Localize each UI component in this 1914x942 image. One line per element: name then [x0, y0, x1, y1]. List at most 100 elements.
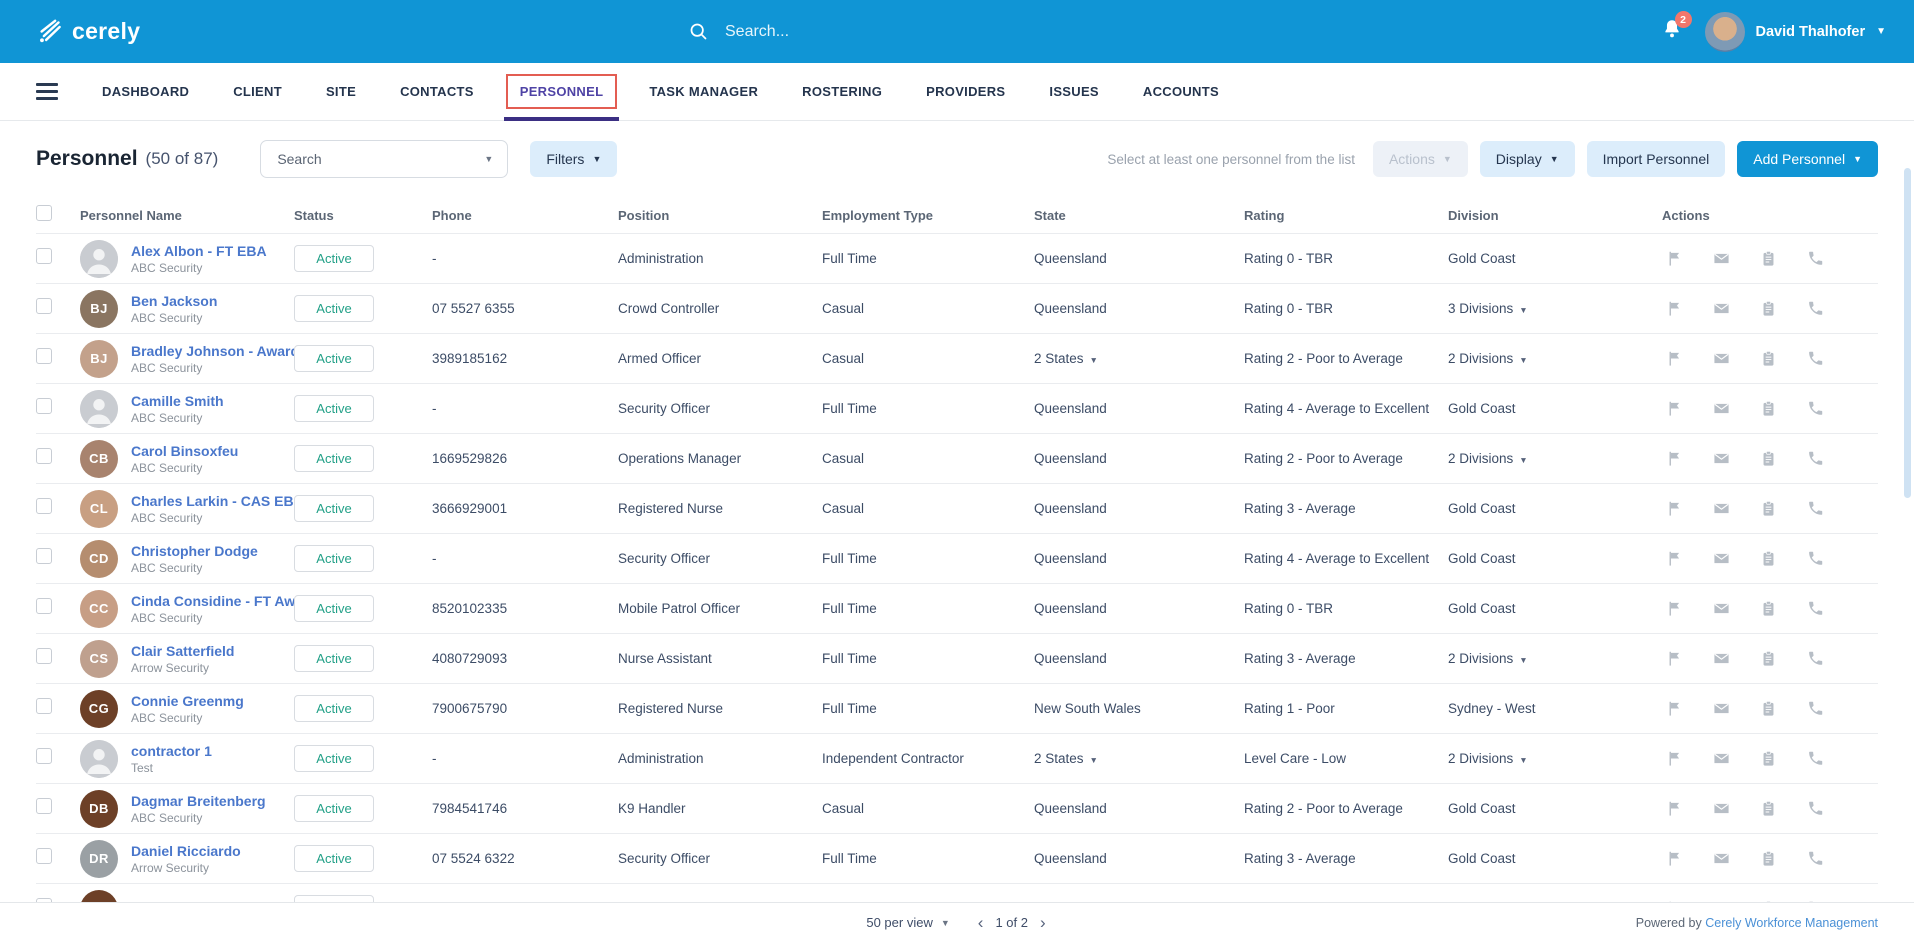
- flag-icon[interactable]: [1666, 300, 1683, 317]
- phone-icon[interactable]: [1807, 400, 1824, 417]
- chevron-down-icon[interactable]: ▼: [1519, 455, 1528, 465]
- actions-button[interactable]: Actions ▼: [1372, 141, 1468, 177]
- nav-item-site[interactable]: SITE: [325, 84, 357, 99]
- nav-item-client[interactable]: CLIENT: [233, 84, 282, 99]
- nav-item-task-manager[interactable]: TASK MANAGER: [649, 84, 759, 99]
- chevron-down-icon[interactable]: ▼: [1519, 655, 1528, 665]
- phone-icon[interactable]: [1807, 450, 1824, 467]
- row-checkbox[interactable]: [36, 598, 52, 614]
- nav-item-accounts[interactable]: ACCOUNTS: [1142, 84, 1219, 99]
- phone-icon[interactable]: [1807, 350, 1824, 367]
- mail-icon[interactable]: [1713, 250, 1730, 267]
- row-checkbox[interactable]: [36, 748, 52, 764]
- mail-icon[interactable]: [1713, 350, 1730, 367]
- filters-button[interactable]: Filters ▼: [530, 141, 618, 177]
- row-checkbox[interactable]: [36, 548, 52, 564]
- flag-icon[interactable]: [1666, 250, 1683, 267]
- personnel-name-link[interactable]: Christopher Dodge: [131, 542, 258, 559]
- global-search-input[interactable]: [725, 22, 1065, 41]
- personnel-name-link[interactable]: Connie Greenmg: [131, 692, 244, 709]
- phone-icon[interactable]: [1807, 300, 1824, 317]
- mail-icon[interactable]: [1713, 500, 1730, 517]
- row-checkbox[interactable]: [36, 248, 52, 264]
- add-personnel-button[interactable]: Add Personnel ▼: [1737, 141, 1878, 177]
- vertical-scrollbar[interactable]: [1904, 168, 1911, 498]
- phone-icon[interactable]: [1807, 750, 1824, 767]
- next-page-button[interactable]: ›: [1039, 913, 1046, 932]
- user-menu[interactable]: David Thalhofer ▼: [1704, 11, 1886, 52]
- table-row[interactable]: DR Daniel Ricciardo Arrow Security Activ…: [36, 833, 1878, 883]
- personnel-name-link[interactable]: Cinda Considine - FT Award: [131, 592, 317, 609]
- mail-icon[interactable]: [1713, 800, 1730, 817]
- flag-icon[interactable]: [1666, 400, 1683, 417]
- clipboard-icon[interactable]: [1760, 550, 1777, 567]
- personnel-name-link[interactable]: Dagmar Breitenberg: [131, 792, 266, 809]
- row-checkbox[interactable]: [36, 348, 52, 364]
- row-checkbox[interactable]: [36, 798, 52, 814]
- chevron-down-icon[interactable]: ▼: [1089, 355, 1098, 365]
- row-checkbox[interactable]: [36, 648, 52, 664]
- clipboard-icon[interactable]: [1760, 400, 1777, 417]
- nav-item-personnel[interactable]: PERSONNEL: [503, 63, 619, 121]
- select-all-checkbox[interactable]: [36, 204, 52, 221]
- phone-icon[interactable]: [1807, 850, 1824, 867]
- table-row[interactable]: DU Darren UllrichKDziD Active: [36, 883, 1878, 902]
- row-checkbox[interactable]: [36, 448, 52, 464]
- table-row[interactable]: CD Christopher Dodge ABC Security Active…: [36, 533, 1878, 583]
- table-row[interactable]: CG Connie Greenmg ABC Security Active 79…: [36, 683, 1878, 733]
- phone-icon[interactable]: [1807, 800, 1824, 817]
- import-personnel-button[interactable]: Import Personnel: [1586, 141, 1726, 177]
- cerely-logo[interactable]: cerely: [0, 18, 140, 45]
- mail-icon[interactable]: [1713, 450, 1730, 467]
- phone-icon[interactable]: [1807, 250, 1824, 267]
- table-row[interactable]: BJ Ben Jackson ABC Security Active 07 55…: [36, 283, 1878, 333]
- flag-icon[interactable]: [1666, 500, 1683, 517]
- nav-item-contacts[interactable]: CONTACTS: [400, 84, 474, 99]
- clipboard-icon[interactable]: [1760, 850, 1777, 867]
- table-row[interactable]: BJ Bradley Johnson - Award Rates ABC Sec…: [36, 333, 1878, 383]
- table-row[interactable]: CC Cinda Considine - FT Award ABC Securi…: [36, 583, 1878, 633]
- clipboard-icon[interactable]: [1760, 650, 1777, 667]
- clipboard-icon[interactable]: [1760, 600, 1777, 617]
- clipboard-icon[interactable]: [1760, 800, 1777, 817]
- personnel-name-link[interactable]: Charles Larkin - CAS EBA: [131, 492, 304, 509]
- chevron-down-icon[interactable]: ▼: [1519, 755, 1528, 765]
- display-button[interactable]: Display ▼: [1479, 141, 1575, 177]
- phone-icon[interactable]: [1807, 650, 1824, 667]
- personnel-name-link[interactable]: Ben Jackson: [131, 292, 218, 309]
- mail-icon[interactable]: [1713, 550, 1730, 567]
- clipboard-icon[interactable]: [1760, 300, 1777, 317]
- flag-icon[interactable]: [1666, 550, 1683, 567]
- clipboard-icon[interactable]: [1760, 700, 1777, 717]
- personnel-name-link[interactable]: Bradley Johnson - Award Rates: [131, 342, 342, 359]
- chevron-down-icon[interactable]: ▼: [1519, 305, 1528, 315]
- row-checkbox[interactable]: [36, 898, 52, 902]
- phone-icon[interactable]: [1807, 600, 1824, 617]
- row-checkbox[interactable]: [36, 498, 52, 514]
- row-checkbox[interactable]: [36, 848, 52, 864]
- phone-icon[interactable]: [1807, 700, 1824, 717]
- personnel-name-link[interactable]: Clair Satterfield: [131, 642, 235, 659]
- table-row[interactable]: CS Clair Satterfield Arrow Security Acti…: [36, 633, 1878, 683]
- row-checkbox[interactable]: [36, 698, 52, 714]
- mail-icon[interactable]: [1713, 850, 1730, 867]
- previous-page-button[interactable]: ‹: [977, 913, 984, 932]
- table-row[interactable]: Camille Smith ABC Security Active - Secu…: [36, 383, 1878, 433]
- table-row[interactable]: CB Carol Binsoxfeu ABC Security Active 1…: [36, 433, 1878, 483]
- phone-icon[interactable]: [1807, 900, 1824, 902]
- flag-icon[interactable]: [1666, 850, 1683, 867]
- personnel-name-link[interactable]: contractor 1: [131, 742, 212, 759]
- per-view-select[interactable]: 50 per view ▼: [866, 915, 950, 930]
- clipboard-icon[interactable]: [1760, 450, 1777, 467]
- flag-icon[interactable]: [1666, 650, 1683, 667]
- clipboard-icon[interactable]: [1760, 750, 1777, 767]
- personnel-name-link[interactable]: Daniel Ricciardo: [131, 842, 241, 859]
- flag-icon[interactable]: [1666, 450, 1683, 467]
- phone-icon[interactable]: [1807, 550, 1824, 567]
- mail-icon[interactable]: [1713, 750, 1730, 767]
- clipboard-icon[interactable]: [1760, 500, 1777, 517]
- flag-icon[interactable]: [1666, 350, 1683, 367]
- nav-item-providers[interactable]: PROVIDERS: [926, 84, 1006, 99]
- clipboard-icon[interactable]: [1760, 900, 1777, 902]
- table-row[interactable]: contractor 1 Test Active - Administratio…: [36, 733, 1878, 783]
